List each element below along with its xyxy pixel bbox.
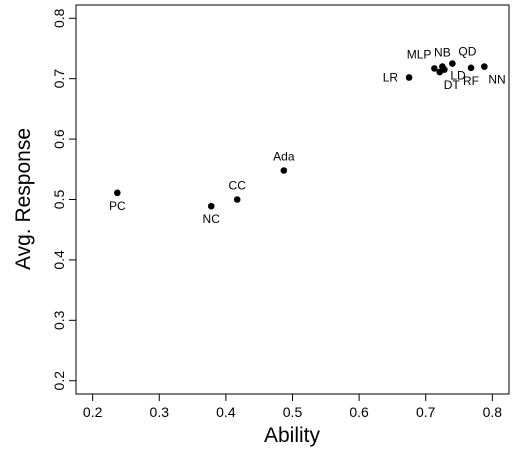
point-label-lr: LR bbox=[383, 70, 399, 84]
y-tick-label: 0.6 bbox=[51, 129, 67, 149]
point-label-qd: QD bbox=[458, 45, 476, 59]
point-label-pc: PC bbox=[109, 199, 126, 213]
point-label-rf: RF bbox=[463, 74, 479, 88]
data-point-ada bbox=[280, 167, 288, 174]
data-point-rf bbox=[467, 64, 475, 72]
data-point-pc bbox=[114, 189, 121, 197]
y-axis: 0.2 0.3 0.4 0.5 0.6 0.7 0.8 bbox=[51, 8, 76, 390]
x-tick-label: 0.7 bbox=[416, 404, 436, 420]
y-tick-label: 0.4 bbox=[51, 250, 67, 270]
data-point-qd bbox=[449, 60, 456, 67]
y-tick-label: 0.7 bbox=[51, 69, 67, 89]
x-axis: 0.2 0.3 0.4 0.5 0.6 0.7 0.8 bbox=[83, 394, 502, 420]
x-tick-label: 0.5 bbox=[283, 404, 303, 420]
x-tick-label: 0.6 bbox=[349, 404, 369, 420]
point-label-cc: CC bbox=[229, 179, 247, 193]
data-point-nc bbox=[207, 202, 215, 210]
point-label-nc: NC bbox=[203, 212, 221, 226]
point-label-nb: NB bbox=[434, 46, 451, 60]
data-point-mlp bbox=[431, 65, 438, 72]
y-tick-label: 0.8 bbox=[51, 8, 67, 28]
data-point-ld bbox=[441, 66, 448, 73]
y-tick-label: 0.3 bbox=[51, 310, 67, 330]
data-point-cc bbox=[233, 196, 241, 203]
point-label-dt: DT bbox=[444, 78, 461, 92]
x-tick-label: 0.2 bbox=[83, 404, 103, 420]
y-axis-title: Avg. Response bbox=[12, 128, 35, 270]
y-tick-label: 0.5 bbox=[51, 190, 67, 210]
point-label-ld: LD bbox=[450, 69, 466, 83]
data-point-lr bbox=[405, 74, 413, 81]
point-label-ada: Ada bbox=[273, 150, 295, 164]
x-tick-label: 0.4 bbox=[216, 404, 236, 420]
data-point-nn bbox=[481, 63, 488, 70]
x-tick-label: 0.8 bbox=[483, 404, 503, 420]
x-tick-label: 0.3 bbox=[150, 404, 170, 420]
x-axis-title: Ability bbox=[264, 424, 321, 447]
y-tick-label: 0.2 bbox=[51, 371, 67, 391]
point-label-mlp: MLP bbox=[407, 47, 432, 61]
plot-frame bbox=[75, 4, 510, 395]
point-label-nn: NN bbox=[488, 73, 505, 87]
